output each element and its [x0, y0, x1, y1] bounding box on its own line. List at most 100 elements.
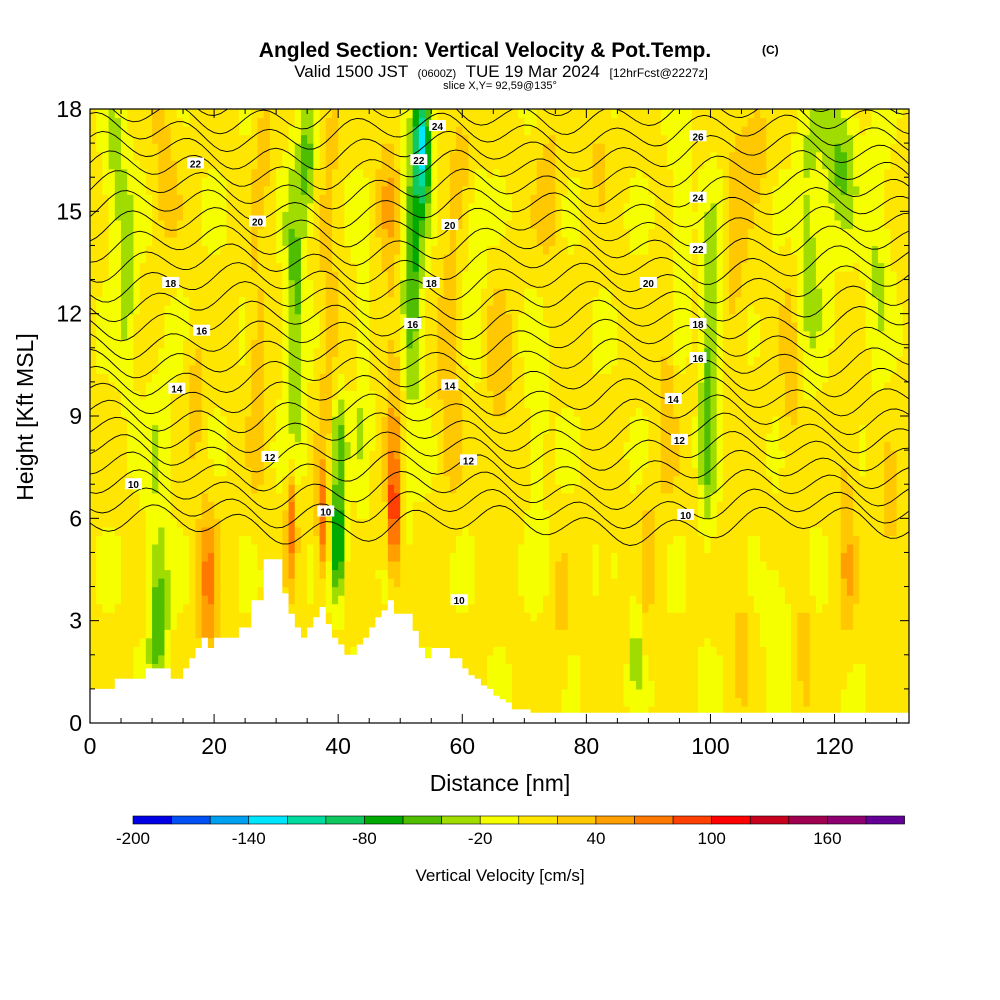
w-cell [722, 407, 730, 417]
w-cell [828, 688, 836, 699]
w-cell [685, 705, 693, 716]
w-cell [449, 501, 457, 511]
w-cell [871, 450, 879, 460]
w-cell [667, 526, 674, 536]
w-cell [549, 637, 556, 647]
w-cell [691, 560, 699, 571]
w-cell [636, 450, 643, 460]
w-cell [462, 646, 470, 656]
w-cell [772, 441, 780, 451]
w-cell [555, 458, 563, 468]
w-cell [499, 595, 507, 605]
w-cell [704, 578, 712, 588]
w-cell [431, 467, 439, 477]
w-cell [871, 612, 879, 622]
w-cell [307, 586, 314, 596]
w-cell [698, 450, 705, 460]
w-cell [449, 407, 457, 417]
w-cell [245, 450, 252, 460]
w-cell [207, 458, 215, 468]
w-cell [778, 526, 786, 536]
w-cell [406, 450, 414, 460]
w-cell [369, 612, 376, 622]
w-cell [679, 467, 687, 477]
w-cell [288, 407, 296, 417]
w-cell [809, 578, 817, 588]
w-cell [729, 475, 736, 485]
w-cell [877, 569, 885, 579]
w-cell [121, 416, 128, 426]
w-cell [474, 441, 482, 451]
w-cell [381, 484, 389, 494]
w-cell [313, 475, 321, 485]
w-cell [604, 543, 612, 554]
w-cell [555, 441, 563, 451]
w-cell [567, 526, 575, 536]
w-cell [356, 535, 364, 545]
w-cell [226, 518, 234, 528]
w-cell [871, 671, 879, 681]
w-cell [840, 697, 848, 707]
w-cell [102, 509, 110, 519]
w-cell [642, 560, 649, 571]
w-cell [760, 501, 767, 511]
w-cell [300, 424, 308, 434]
w-cell [431, 629, 439, 639]
w-cell [797, 595, 805, 605]
w-cell [232, 475, 240, 485]
w-cell [865, 484, 873, 494]
w-cell [604, 697, 612, 707]
w-cell [443, 620, 451, 630]
w-cell [598, 501, 606, 511]
w-cell [629, 620, 637, 630]
w-cell [139, 398, 147, 409]
w-cell [791, 450, 798, 460]
w-cell [257, 552, 265, 562]
w-cell [636, 535, 643, 545]
w-cell [877, 620, 885, 630]
w-cell [96, 586, 103, 596]
w-cell [207, 612, 215, 622]
w-cell [220, 552, 228, 562]
w-cell [716, 663, 724, 673]
w-cell [158, 535, 166, 545]
w-cell [437, 424, 445, 434]
w-cell [480, 586, 488, 596]
w-cell [108, 433, 116, 443]
w-cell [716, 552, 724, 562]
w-cell [803, 654, 811, 664]
w-cell [114, 569, 122, 579]
w-cell [375, 543, 383, 554]
w-cell [487, 492, 494, 502]
w-cell [319, 467, 327, 477]
w-cell [356, 475, 364, 485]
w-cell [158, 407, 166, 417]
w-cell [127, 578, 135, 588]
w-cell [319, 552, 327, 562]
w-cell [884, 407, 891, 417]
w-cell [307, 450, 314, 460]
w-cell [121, 578, 128, 588]
w-cell [276, 407, 283, 417]
w-cell [474, 475, 482, 485]
w-cell [704, 535, 712, 545]
w-cell [487, 620, 494, 630]
w-cell [642, 586, 649, 596]
w-cell [474, 433, 482, 443]
w-cell [400, 526, 408, 536]
w-cell [443, 535, 451, 545]
w-cell [859, 680, 867, 690]
w-cell [207, 433, 215, 443]
w-cell [822, 629, 829, 639]
w-cell [828, 595, 836, 605]
w-cell [474, 509, 482, 519]
w-cell [561, 646, 569, 656]
w-cell [636, 518, 643, 528]
w-cell [499, 637, 507, 647]
w-cell [425, 416, 432, 426]
w-cell [592, 518, 600, 528]
w-cell [865, 433, 873, 443]
w-cell [580, 646, 587, 656]
w-cell [90, 560, 97, 571]
w-cell [859, 688, 867, 699]
